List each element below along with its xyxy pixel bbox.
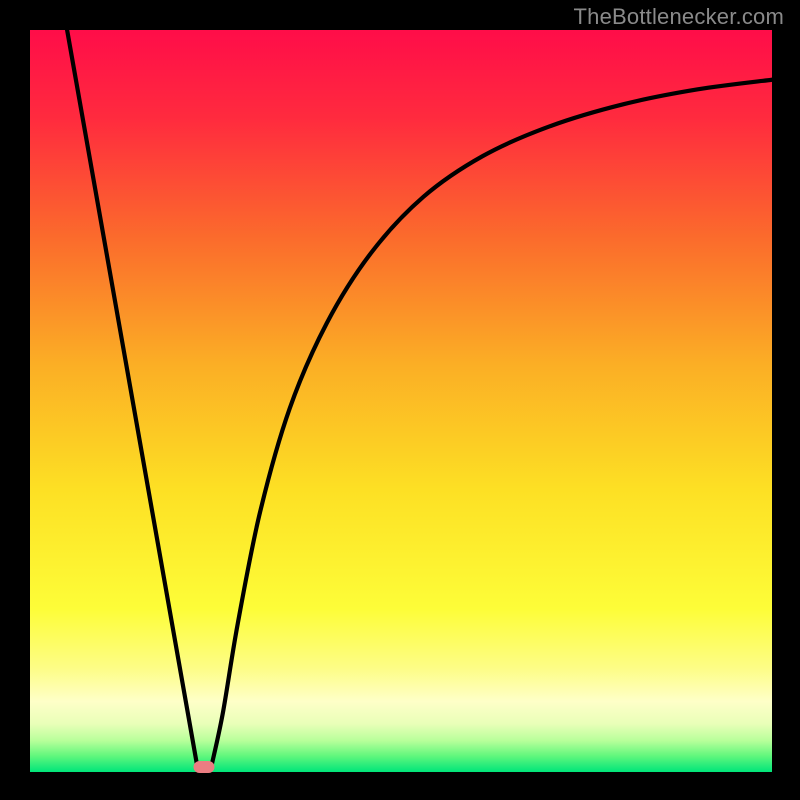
bottleneck-curve	[30, 30, 772, 772]
optimum-marker	[194, 761, 215, 773]
chart-container: TheBottlenecker.com	[0, 0, 800, 800]
plot-area	[30, 30, 772, 772]
source-watermark: TheBottlenecker.com	[574, 4, 784, 30]
